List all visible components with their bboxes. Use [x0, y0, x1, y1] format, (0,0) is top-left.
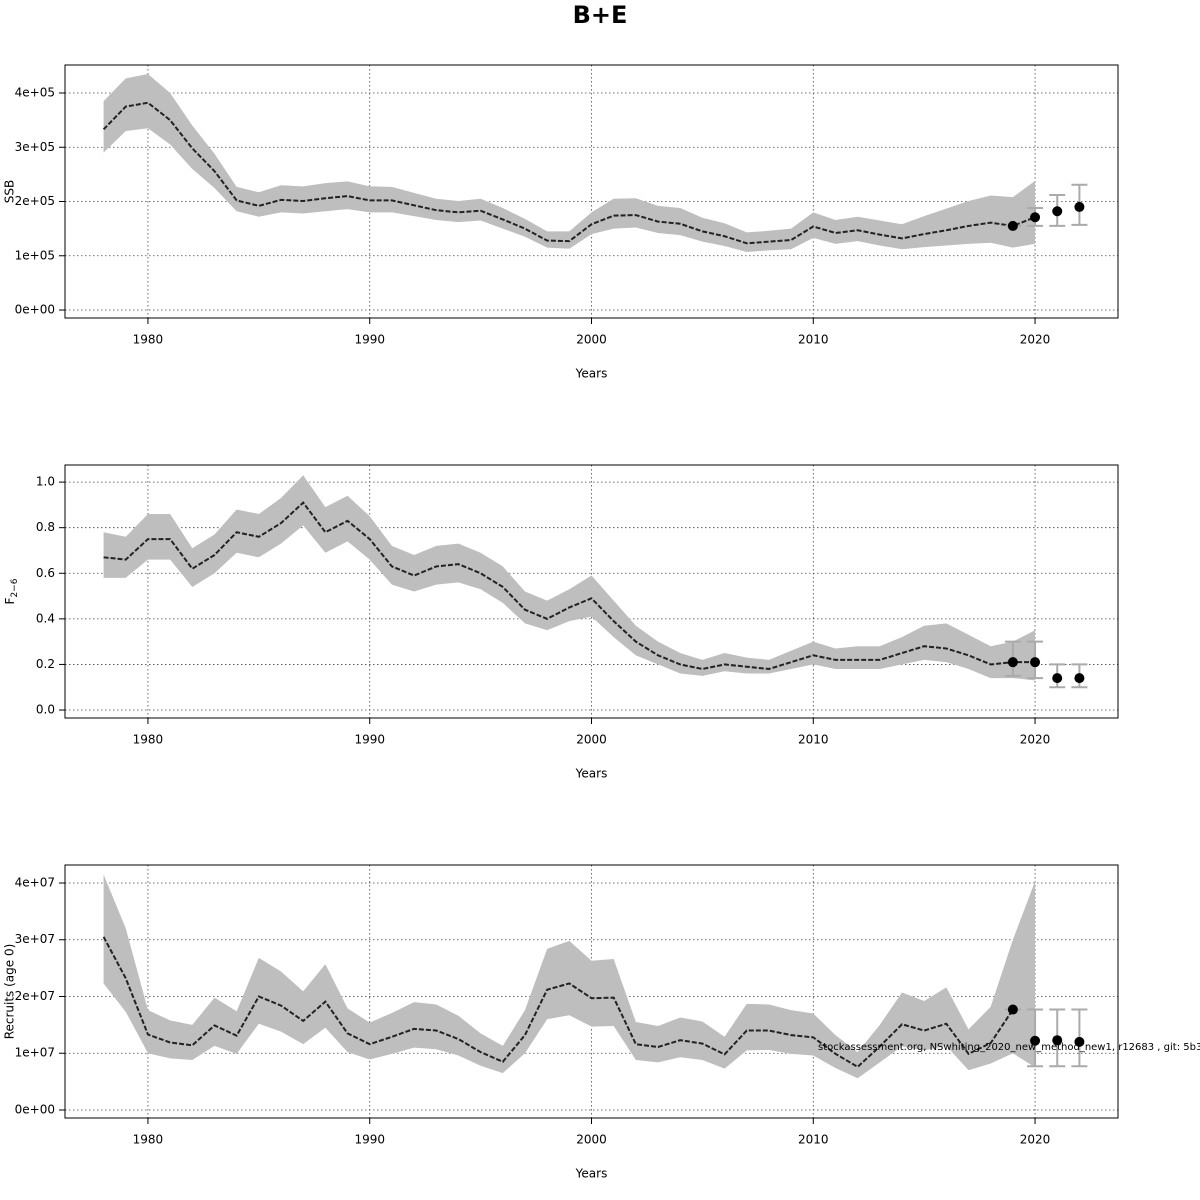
confidence-band	[103, 874, 1036, 1079]
y-tick-label: 1.0	[36, 475, 55, 489]
x-tick-label: 1990	[354, 333, 385, 347]
confidence-band	[103, 475, 1036, 681]
y-tick-label: 0.2	[36, 657, 55, 671]
y-tick-label: 0.0	[36, 703, 55, 717]
y-tick-label: 0.6	[36, 566, 55, 580]
confidence-band	[103, 74, 1036, 252]
forecast-point	[1030, 1035, 1041, 1046]
plot-frame	[64, 864, 1119, 1119]
y-axis-label-main: F	[3, 597, 17, 604]
x-tick-label: 2020	[1020, 333, 1051, 347]
x-tick-label: 1980	[133, 333, 164, 347]
panel: 1980 1990 2000 2010 2020 0e+00 1e+05 2e+05 3e+05…	[3, 64, 1119, 381]
y-tick-label: 0e+00	[15, 303, 55, 317]
forecast-point	[1007, 657, 1018, 668]
x-axis-label: Years	[575, 367, 608, 381]
x-tick-label: 2010	[798, 333, 829, 347]
y-axis-label: Recruits (age 0)	[3, 944, 17, 1040]
x-tick-label: 1990	[354, 1133, 385, 1147]
x-tick-label: 2000	[576, 733, 607, 747]
panel: 1980 1990 2000 2010 2020 0e+00 1e+07 2e+07 3e+07…	[3, 864, 1119, 1181]
x-tick-label: 2010	[798, 1133, 829, 1147]
y-tick-label: 4e+05	[15, 85, 55, 99]
y-tick-label: 3e+07	[15, 932, 55, 946]
y-axis-label: SSB	[3, 180, 17, 203]
x-tick-label: 1990	[354, 733, 385, 747]
x-tick-label: 1980	[133, 1133, 164, 1147]
x-tick-label: 2020	[1020, 1133, 1051, 1147]
forecast-point	[1074, 1036, 1085, 1047]
y-tick-label: 0e+00	[15, 1102, 55, 1116]
x-tick-label: 2000	[576, 333, 607, 347]
y-tick-label: 1e+07	[15, 1046, 55, 1060]
forecast-point	[1074, 673, 1085, 684]
estimate-line	[102, 101, 1036, 245]
forecast-point	[1052, 1035, 1063, 1046]
plot-frame	[64, 64, 1119, 319]
estimate-line	[103, 501, 1036, 671]
x-tick-label: 2000	[576, 1133, 607, 1147]
y-tick-label: 3e+05	[15, 140, 55, 154]
figure-title: B+E	[573, 1, 628, 29]
x-axis-label: Years	[575, 1167, 608, 1181]
y-tick-label: 0.8	[36, 520, 55, 534]
y-axis-label-sub: 2−6	[10, 578, 20, 597]
x-axis-label: Years	[575, 767, 608, 781]
footnote: stockassessment.org, NSwhiting_2020_new_…	[818, 1042, 1200, 1053]
panel: 1980 1990 2000 2010 2020 0.0 0.2 0.4 0.6 0.8 1.0 Ye…	[3, 464, 1119, 781]
forecast-point	[1052, 206, 1063, 217]
x-tick-label: 1980	[133, 733, 164, 747]
x-tick-label: 2010	[798, 733, 829, 747]
y-axis-label: F2−6	[3, 578, 20, 604]
plot-frame	[64, 464, 1119, 719]
y-tick-label: 4e+07	[15, 875, 55, 889]
x-tick-label: 2020	[1020, 733, 1051, 747]
y-tick-label: 2e+07	[15, 989, 55, 1003]
estimate-line	[102, 936, 1014, 1069]
forecast-point	[1052, 673, 1063, 684]
y-tick-label: 2e+05	[15, 194, 55, 208]
forecast-point	[1007, 220, 1018, 231]
y-tick-label: 0.4	[36, 611, 55, 625]
forecast-point	[1030, 212, 1041, 223]
forecast-point	[1074, 201, 1085, 212]
y-tick-label: 1e+05	[15, 248, 55, 262]
forecast-point	[1007, 1004, 1018, 1015]
forecast-point	[1030, 657, 1041, 668]
